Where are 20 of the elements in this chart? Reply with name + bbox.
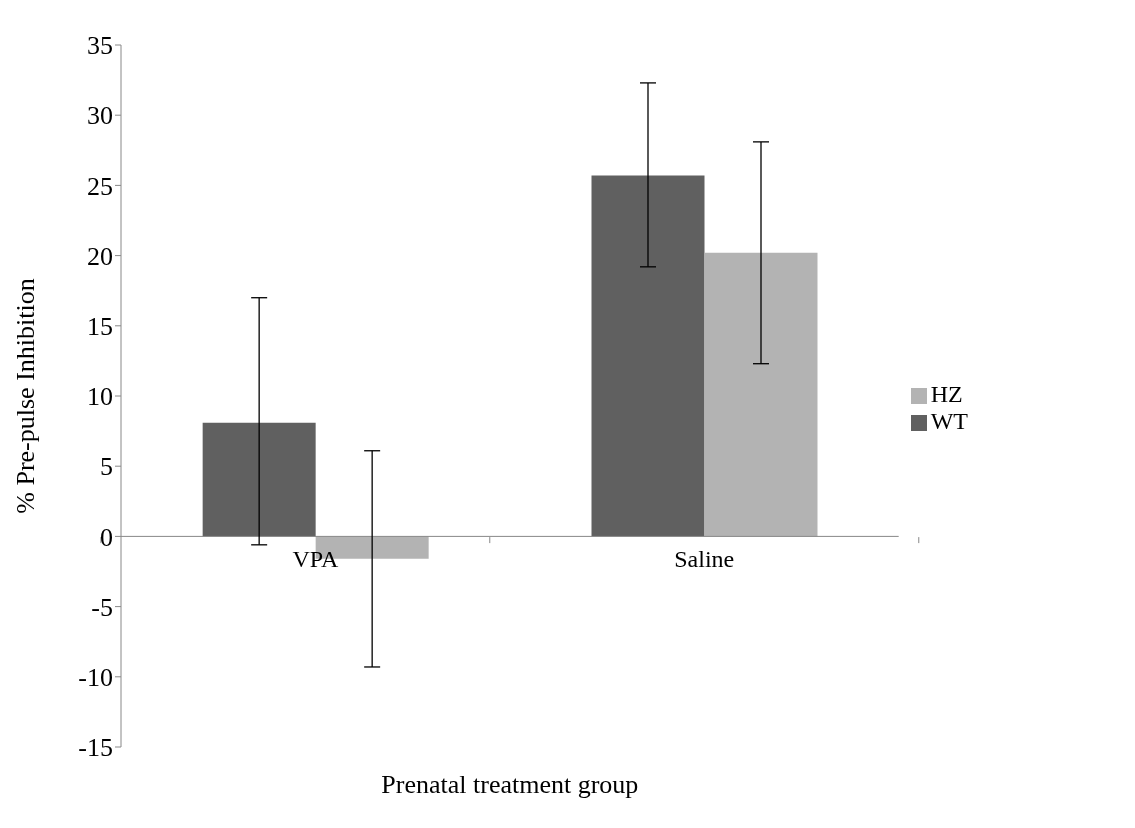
y-tick-label: 10 xyxy=(87,382,113,412)
y-tick-label: 25 xyxy=(87,171,113,201)
x-axis-title: Prenatal treatment group xyxy=(381,770,639,799)
y-axis-title: % Pre-pulse Inhibition xyxy=(11,278,41,514)
x-tick-label: Saline xyxy=(674,546,735,573)
x-tick-label: VPA xyxy=(292,546,339,573)
y-tick-label: 30 xyxy=(87,101,113,131)
legend-label: WT xyxy=(930,408,968,434)
y-tick-label: -15 xyxy=(78,733,113,763)
y-tick-label: 35 xyxy=(87,31,113,61)
y-tick-label: 20 xyxy=(87,241,113,271)
y-tick-label: -10 xyxy=(78,663,113,693)
bar xyxy=(704,252,818,537)
bar xyxy=(202,422,316,537)
y-tick-label: 0 xyxy=(100,522,113,552)
y-tick-label: -5 xyxy=(91,592,113,622)
y-tick-label: 5 xyxy=(100,452,113,482)
bar xyxy=(591,175,705,537)
y-tick-label: 15 xyxy=(87,312,113,342)
legend-label: HZ xyxy=(930,381,963,407)
